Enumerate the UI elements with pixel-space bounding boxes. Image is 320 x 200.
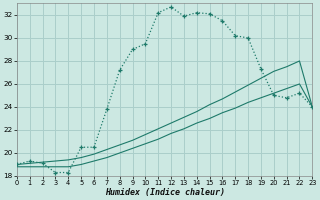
X-axis label: Humidex (Indice chaleur): Humidex (Indice chaleur)	[105, 188, 225, 197]
